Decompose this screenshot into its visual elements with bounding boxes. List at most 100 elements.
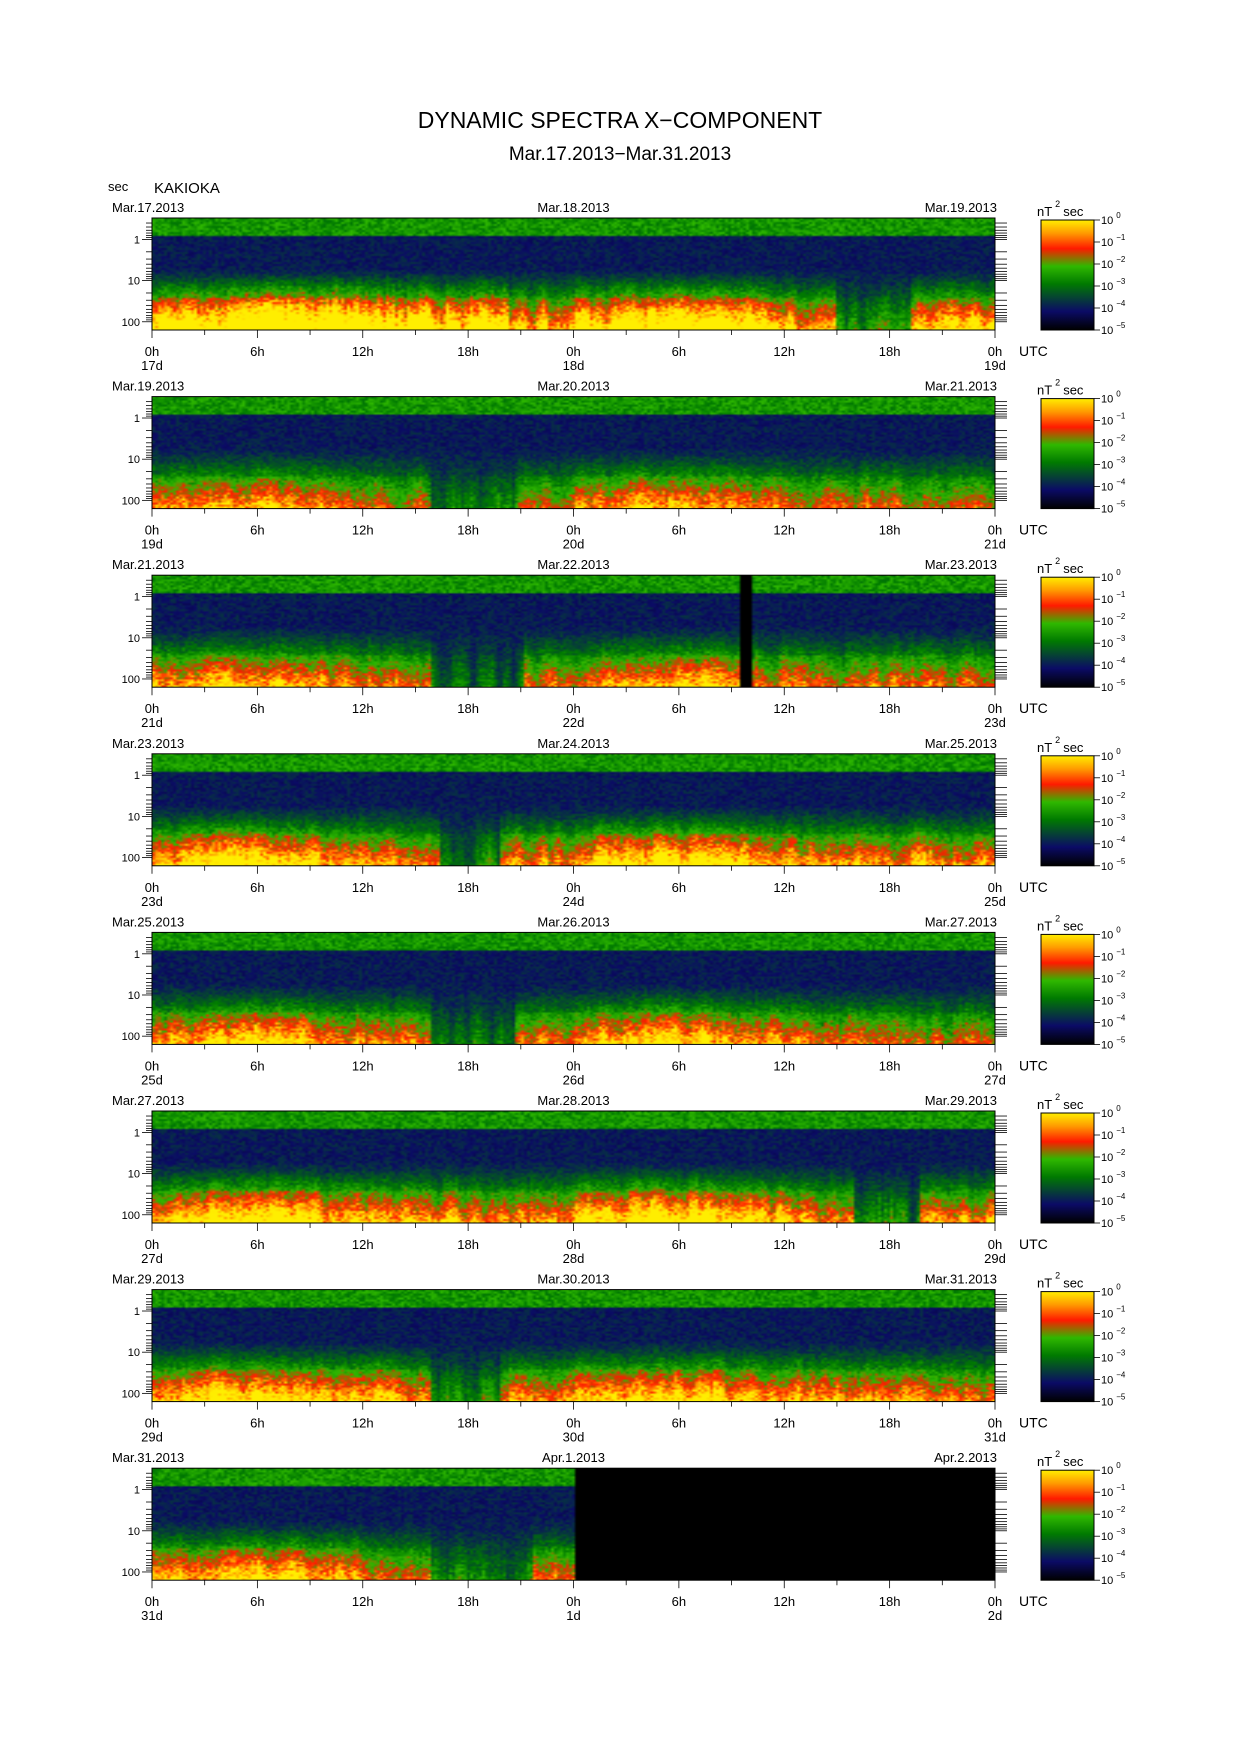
day-label: 25d bbox=[141, 1072, 163, 1087]
y-tick-label: 10 bbox=[128, 811, 140, 823]
y-tick-label: 100 bbox=[122, 674, 140, 686]
colorbar-tick-label: 10 −5 bbox=[1101, 1393, 1126, 1409]
x-tick-label: 18h bbox=[457, 1416, 479, 1431]
colorbar-tick-label: 10 0 bbox=[1101, 1104, 1121, 1120]
colorbar-tick-label: 10 −2 bbox=[1101, 434, 1126, 450]
colorbar-tick-label: 10 −3 bbox=[1101, 1349, 1126, 1365]
y-tick-label: 100 bbox=[122, 1031, 140, 1043]
x-tick-label: 0h bbox=[988, 344, 1002, 359]
x-tick-label: 6h bbox=[250, 1237, 264, 1252]
colorbar-tick-label: 10 −5 bbox=[1101, 678, 1126, 694]
y-tick-label: 10 bbox=[128, 1169, 140, 1181]
x-tick-label: 6h bbox=[672, 1237, 686, 1252]
colorbar bbox=[1040, 576, 1095, 688]
colorbar-tick-label: 10 0 bbox=[1101, 747, 1121, 763]
x-tick-label: 12h bbox=[773, 1058, 795, 1073]
x-tick-label: 12h bbox=[352, 1416, 374, 1431]
panel-end-date: Mar.25.2013 bbox=[925, 736, 997, 751]
panel-mid-date: Mar.18.2013 bbox=[537, 200, 609, 215]
colorbar-tick-label: 10 −1 bbox=[1101, 590, 1126, 606]
x-tick-label: 6h bbox=[672, 701, 686, 716]
panel-mid-date: Mar.28.2013 bbox=[537, 1093, 609, 1108]
x-tick-label: 0h bbox=[145, 1058, 159, 1073]
x-tick-label: 12h bbox=[773, 523, 795, 538]
day-label: 26d bbox=[563, 1072, 585, 1087]
panel-mid-date: Mar.22.2013 bbox=[537, 557, 609, 572]
utc-label: UTC bbox=[1019, 1593, 1048, 1609]
colorbar bbox=[1040, 1112, 1095, 1224]
x-tick-label: 0h bbox=[145, 1237, 159, 1252]
colorbar-tick-label: 10 0 bbox=[1101, 1461, 1121, 1477]
x-tick-label: 18h bbox=[457, 344, 479, 359]
colorbar-tick-label: 10 −1 bbox=[1101, 769, 1126, 785]
colorbar-tick-label: 10 −4 bbox=[1101, 478, 1126, 494]
y-tick-label: 10 bbox=[128, 276, 140, 288]
panel-end-date: Mar.29.2013 bbox=[925, 1093, 997, 1108]
colorbar-unit: nT 2 sec bbox=[1037, 1449, 1084, 1469]
utc-label: UTC bbox=[1019, 522, 1048, 538]
x-tick-label: 12h bbox=[773, 1594, 795, 1609]
x-tick-label: 6h bbox=[250, 344, 264, 359]
utc-label: UTC bbox=[1019, 343, 1048, 359]
x-tick-label: 6h bbox=[672, 1058, 686, 1073]
y-tick-label: 10 bbox=[128, 633, 140, 645]
x-tick-label: 0h bbox=[566, 1058, 580, 1073]
x-tick-label: 0h bbox=[988, 1416, 1002, 1431]
colorbar bbox=[1040, 398, 1095, 510]
spectrogram-image bbox=[152, 932, 995, 1045]
day-label: 31d bbox=[984, 1430, 1006, 1445]
spectrogram-image bbox=[152, 575, 995, 688]
panel-5: Mar.25.2013 Mar.26.2013 Mar.27.2013 1 10 100 0… bbox=[112, 913, 1126, 1087]
day-label: 28d bbox=[563, 1251, 585, 1266]
y-tick-label: 100 bbox=[122, 1567, 140, 1579]
spectrogram-image bbox=[152, 1289, 995, 1402]
colorbar-tick-label: 10 −4 bbox=[1101, 1371, 1126, 1387]
x-tick-label: 0h bbox=[145, 701, 159, 716]
colorbar-tick-label: 10 −5 bbox=[1101, 857, 1126, 873]
day-label: 23d bbox=[984, 715, 1006, 730]
colorbar-tick-label: 10 −3 bbox=[1101, 1527, 1126, 1543]
colorbar-tick-label: 10 −1 bbox=[1101, 233, 1126, 249]
x-tick-label: 6h bbox=[250, 1416, 264, 1431]
day-label: 1d bbox=[566, 1608, 580, 1623]
day-label: 31d bbox=[141, 1608, 163, 1623]
day-label: 24d bbox=[563, 894, 585, 909]
colorbar-tick-label: 10 −3 bbox=[1101, 277, 1126, 293]
colorbar-unit: nT 2 sec bbox=[1037, 199, 1084, 219]
colorbar-tick-label: 10 −5 bbox=[1101, 1214, 1126, 1230]
colorbar-tick-label: 10 0 bbox=[1101, 568, 1121, 584]
panel-start-date: Mar.27.2013 bbox=[112, 1093, 184, 1108]
panel-end-date: Apr.2.2013 bbox=[934, 1450, 997, 1465]
utc-label: UTC bbox=[1019, 879, 1048, 895]
colorbar-unit: nT 2 sec bbox=[1037, 735, 1084, 755]
y-tick-label: 10 bbox=[128, 454, 140, 466]
colorbar-tick-label: 10 −3 bbox=[1101, 991, 1126, 1007]
colorbar-tick-label: 10 −3 bbox=[1101, 813, 1126, 829]
y-tick-label: 1 bbox=[134, 770, 140, 782]
spectrogram-image bbox=[152, 1111, 995, 1223]
x-tick-label: 18h bbox=[879, 1594, 901, 1609]
colorbar-tick-label: 10 −3 bbox=[1101, 634, 1126, 650]
x-tick-label: 12h bbox=[352, 1594, 374, 1609]
panel-start-date: Mar.17.2013 bbox=[112, 200, 184, 215]
y-tick-label: 1 bbox=[134, 1306, 140, 1318]
x-tick-label: 18h bbox=[879, 1237, 901, 1252]
colorbar-tick-label: 10 −2 bbox=[1101, 612, 1126, 628]
day-label: 30d bbox=[563, 1430, 585, 1445]
utc-label: UTC bbox=[1019, 700, 1048, 716]
x-tick-label: 0h bbox=[566, 880, 580, 895]
x-tick-label: 18h bbox=[879, 1416, 901, 1431]
colorbar-tick-label: 10 −4 bbox=[1101, 299, 1126, 315]
x-tick-label: 18h bbox=[457, 1237, 479, 1252]
colorbar-tick-label: 10 −4 bbox=[1101, 1549, 1126, 1565]
colorbar-tick-label: 10 −2 bbox=[1101, 1148, 1126, 1164]
colorbar-tick-label: 10 −4 bbox=[1101, 835, 1126, 851]
spectrogram-image bbox=[152, 396, 995, 509]
y-tick-label: 1 bbox=[134, 949, 140, 961]
colorbar-tick-label: 10 −4 bbox=[1101, 1013, 1126, 1029]
colorbar-tick-label: 10 0 bbox=[1101, 925, 1121, 941]
x-tick-label: 0h bbox=[145, 523, 159, 538]
x-tick-label: 12h bbox=[352, 1237, 374, 1252]
x-tick-label: 12h bbox=[352, 344, 374, 359]
day-label: 27d bbox=[984, 1072, 1006, 1087]
